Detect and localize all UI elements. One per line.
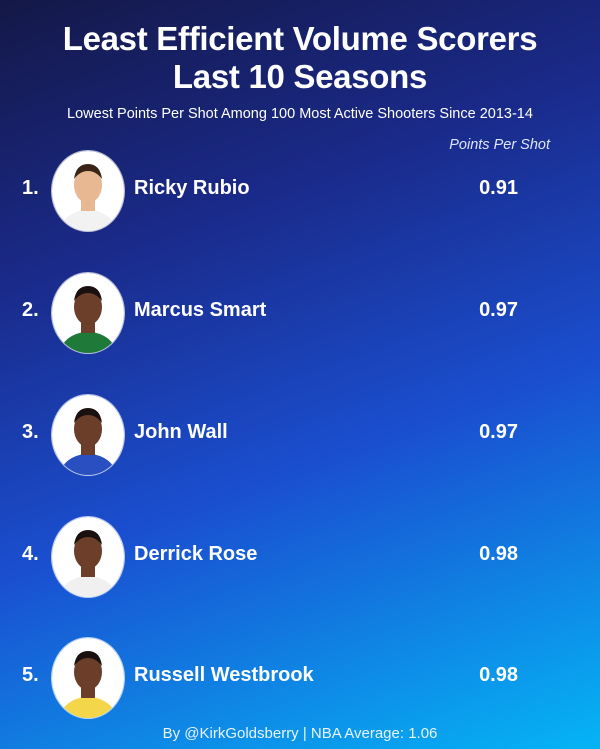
player-portrait-icon bbox=[52, 517, 124, 597]
player-name: John Wall bbox=[134, 421, 228, 443]
player-headshot bbox=[51, 150, 125, 232]
player-name: Marcus Smart bbox=[134, 299, 267, 321]
player-portrait-icon bbox=[52, 151, 124, 231]
subtitle: Lowest Points Per Shot Among 100 Most Ac… bbox=[67, 106, 533, 122]
player-row: 5. Russell Westbrook 0.98 bbox=[0, 635, 600, 719]
player-row: 1. Ricky Rubio 0.91 bbox=[0, 148, 600, 232]
title-line-1: Least Efficient Volume Scorers bbox=[62, 20, 538, 57]
column-header-points-per-shot: Points Per Shot bbox=[449, 137, 550, 153]
page-title: Least Efficient Volume Scorers Last 10 S… bbox=[0, 20, 600, 96]
player-headshot bbox=[51, 272, 125, 354]
player-portrait-icon bbox=[52, 273, 124, 353]
rank-label: 4. bbox=[22, 543, 39, 565]
player-name: Ricky Rubio bbox=[134, 177, 250, 199]
title-line-2: Last 10 Seasons bbox=[172, 58, 428, 95]
player-row: 4. Derrick Rose 0.98 bbox=[0, 514, 600, 598]
rank-label: 5. bbox=[22, 664, 39, 686]
rank-label: 3. bbox=[22, 421, 39, 443]
player-row: 3. John Wall 0.97 bbox=[0, 392, 600, 476]
footer-credit: By @KirkGoldsberry | NBA Average: 1.06 bbox=[162, 725, 438, 742]
player-name: Derrick Rose bbox=[134, 543, 258, 565]
points-per-shot-value: 0.97 bbox=[479, 299, 518, 321]
points-per-shot-value: 0.91 bbox=[479, 177, 518, 199]
player-row: 2. Marcus Smart 0.97 bbox=[0, 270, 600, 354]
points-per-shot-value: 0.97 bbox=[479, 421, 518, 443]
player-portrait-icon bbox=[52, 638, 124, 718]
player-headshot bbox=[51, 394, 125, 476]
points-per-shot-value: 0.98 bbox=[479, 664, 518, 686]
player-headshot bbox=[51, 637, 125, 719]
player-portrait-icon bbox=[52, 395, 124, 475]
rank-label: 2. bbox=[22, 299, 39, 321]
player-name: Russell Westbrook bbox=[134, 664, 314, 686]
player-headshot bbox=[51, 516, 125, 598]
rank-label: 1. bbox=[22, 177, 39, 199]
points-per-shot-value: 0.98 bbox=[479, 543, 518, 565]
